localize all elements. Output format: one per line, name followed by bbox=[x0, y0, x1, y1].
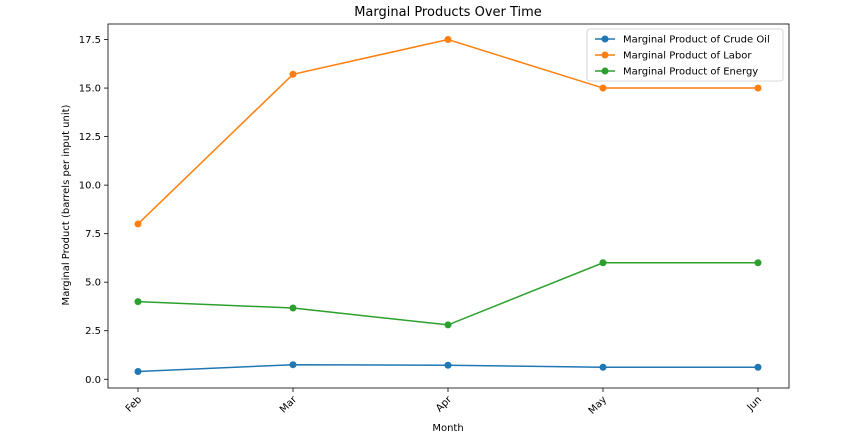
x-tick-label-2: Apr bbox=[434, 394, 455, 415]
data-point-2-1 bbox=[289, 304, 297, 312]
y-axis-label: Marginal Product (barrels per input unit… bbox=[61, 104, 72, 305]
data-point-2-4 bbox=[754, 259, 762, 267]
x-tick-label-0: Feb bbox=[124, 394, 144, 414]
axes-frame bbox=[107, 23, 790, 389]
chart-title: Marginal Products Over Time bbox=[354, 5, 542, 20]
data-point-0-1 bbox=[289, 361, 297, 369]
x-tick-label-4: Jun bbox=[745, 394, 765, 414]
series-line-2 bbox=[137, 262, 758, 326]
x-axis-label: Month bbox=[432, 423, 463, 434]
legend-box bbox=[586, 28, 784, 82]
legend: Marginal Product of Crude Oil Marginal Pr… bbox=[586, 28, 784, 82]
legend-label-1: Marginal Product of Labor bbox=[623, 51, 752, 62]
x-tick-label-3: May bbox=[587, 394, 609, 416]
data-point-0-4 bbox=[754, 363, 762, 371]
data-point-1-3 bbox=[599, 84, 607, 92]
data-point-0-2 bbox=[444, 361, 452, 369]
data-point-2-0 bbox=[134, 298, 142, 306]
data-point-1-2 bbox=[444, 36, 452, 44]
legend-label-2: Marginal Product of Energy bbox=[623, 67, 758, 78]
y-tick-label-3: 7.5 bbox=[85, 229, 101, 240]
data-point-1-0 bbox=[134, 220, 142, 228]
y-tick-label-7: 17.5 bbox=[79, 35, 101, 46]
data-point-2-2 bbox=[444, 321, 452, 329]
axes: 0.0 2.5 5.0 7.5 10.0 12.5 15.0 17.5 Feb Mar Apr May… bbox=[79, 23, 790, 417]
y-tick-label-2: 5.0 bbox=[85, 278, 101, 289]
legend-label-0: Marginal Product of Crude Oil bbox=[623, 35, 770, 46]
data-point-1-4 bbox=[754, 84, 762, 92]
data-point-0-3 bbox=[599, 363, 607, 371]
y-tick-label-5: 12.5 bbox=[79, 132, 101, 143]
y-tick-label-1: 2.5 bbox=[85, 326, 101, 337]
legend-marker-1 bbox=[601, 51, 609, 59]
y-tick-label-0: 0.0 bbox=[85, 375, 101, 386]
data-point-2-3 bbox=[599, 259, 607, 267]
x-tick-label-1: Mar bbox=[278, 394, 300, 416]
y-tick-label-4: 10.0 bbox=[79, 181, 101, 192]
plot-area bbox=[134, 36, 762, 375]
y-tick-label-6: 15.0 bbox=[79, 84, 101, 95]
data-point-0-0 bbox=[134, 367, 142, 375]
data-point-1-1 bbox=[289, 70, 297, 78]
legend-marker-2 bbox=[601, 67, 609, 75]
legend-marker-0 bbox=[601, 35, 609, 43]
